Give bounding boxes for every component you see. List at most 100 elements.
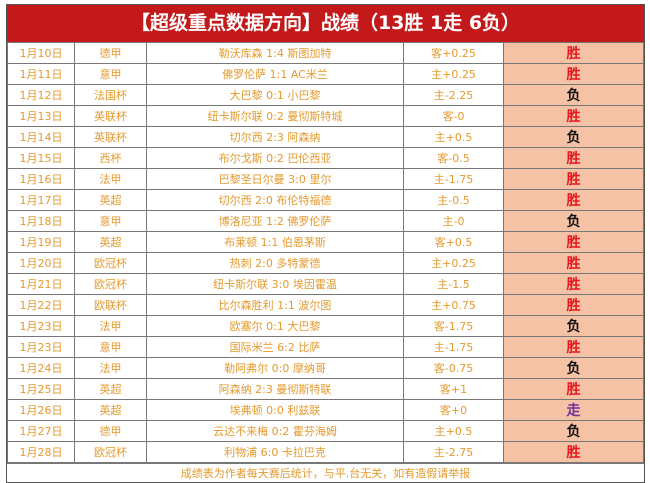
date-cell: 1月13日 — [7, 105, 75, 127]
handicap-cell: 主+0.25 — [403, 63, 504, 85]
handicap-cell: 主-2.75 — [403, 441, 504, 463]
handicap-cell: 主-0 — [403, 210, 504, 232]
result-cell: 胜 — [503, 294, 644, 316]
league-cell: 欧冠杯 — [74, 252, 147, 274]
match-cell: 切尔西 2:0 布伦特福德 — [146, 189, 404, 211]
table-row: 1月19日 英超 布莱顿 1:1 伯恩茅斯 客+0.5 胜 — [7, 231, 644, 253]
date-cell: 1月28日 — [7, 441, 75, 463]
date-cell: 1月23日 — [7, 336, 75, 358]
table-row: 1月24日 法甲 勒阿弗尔 0:0 摩纳哥 客-0.75 负 — [7, 357, 644, 379]
date-cell: 1月10日 — [7, 42, 75, 64]
handicap-cell: 主+0.5 — [403, 126, 504, 148]
result-cell: 负 — [503, 420, 644, 442]
match-cell: 纽卡斯尔联 3:0 埃因霍温 — [146, 273, 404, 295]
result-cell: 胜 — [503, 105, 644, 127]
match-cell: 利物浦 6:0 卡拉巴克 — [146, 441, 404, 463]
handicap-cell: 主+0.5 — [403, 420, 504, 442]
results-table: 1月10日 德甲 勒沃库森 1:4 斯图加特 客+0.25 胜 1月11日 意甲 佛罗伦萨 1… — [7, 42, 644, 463]
table-row: 1月13日 英联杯 纽卡斯尔联 0:2 曼彻斯特城 客-0 胜 — [7, 105, 644, 127]
result-cell: 负 — [503, 315, 644, 337]
league-cell: 英超 — [74, 378, 147, 400]
handicap-cell: 客-0 — [403, 105, 504, 127]
table-row: 1月20日 欧冠杯 热刺 2:0 多特蒙德 主+0.25 胜 — [7, 252, 644, 274]
result-cell: 胜 — [503, 63, 644, 85]
handicap-cell: 主-1.75 — [403, 336, 504, 358]
match-cell: 比尔森胜利 1:1 波尔图 — [146, 294, 404, 316]
league-cell: 英超 — [74, 231, 147, 253]
date-cell: 1月22日 — [7, 294, 75, 316]
record-table: 【超级重点数据方向】战绩（13胜 1走 6负） 1月10日 德甲 勒沃库森 1:4 … — [6, 4, 645, 483]
match-cell: 热刺 2:0 多特蒙德 — [146, 252, 404, 274]
date-cell: 1月21日 — [7, 273, 75, 295]
match-cell: 布尔戈斯 0:2 巴伦西亚 — [146, 147, 404, 169]
table-row: 1月26日 英超 埃弗顿 0:0 利兹联 客+0 走 — [7, 399, 644, 421]
date-cell: 1月20日 — [7, 252, 75, 274]
table-row: 1月23日 法甲 欧塞尔 0:1 大巴黎 客-1.75 负 — [7, 315, 644, 337]
date-cell: 1月24日 — [7, 357, 75, 379]
match-cell: 国际米兰 6:2 比萨 — [146, 336, 404, 358]
handicap-cell: 客+0.5 — [403, 231, 504, 253]
league-cell: 德甲 — [74, 420, 147, 442]
table-row: 1月22日 欧联杯 比尔森胜利 1:1 波尔图 主+0.75 胜 — [7, 294, 644, 316]
result-cell: 胜 — [503, 252, 644, 274]
handicap-cell: 主-2.25 — [403, 84, 504, 106]
match-cell: 勒阿弗尔 0:0 摩纳哥 — [146, 357, 404, 379]
date-cell: 1月26日 — [7, 399, 75, 421]
match-cell: 布莱顿 1:1 伯恩茅斯 — [146, 231, 404, 253]
result-cell: 胜 — [503, 273, 644, 295]
date-cell: 1月15日 — [7, 147, 75, 169]
date-cell: 1月17日 — [7, 189, 75, 211]
table-row: 1月25日 英超 阿森纳 2:3 曼彻斯特联 客+1 胜 — [7, 378, 644, 400]
table-row: 1月14日 英联杯 切尔西 2:3 阿森纳 主+0.5 负 — [7, 126, 644, 148]
table-row: 1月10日 德甲 勒沃库森 1:4 斯图加特 客+0.25 胜 — [7, 42, 644, 64]
date-cell: 1月18日 — [7, 210, 75, 232]
league-cell: 欧联杯 — [74, 294, 147, 316]
handicap-cell: 客-1.75 — [403, 315, 504, 337]
handicap-cell: 客+1 — [403, 378, 504, 400]
table-row: 1月23日 意甲 国际米兰 6:2 比萨 主-1.75 胜 — [7, 336, 644, 358]
league-cell: 德甲 — [74, 42, 147, 64]
result-cell: 胜 — [503, 336, 644, 358]
league-cell: 欧冠杯 — [74, 273, 147, 295]
handicap-cell: 客+0 — [403, 399, 504, 421]
match-cell: 欧塞尔 0:1 大巴黎 — [146, 315, 404, 337]
footer-note: 成绩表为作者每天赛后统计，与平.台无关，如有造假请举报 — [7, 463, 644, 482]
result-cell: 胜 — [503, 42, 644, 64]
league-cell: 英超 — [74, 189, 147, 211]
table-title: 【超级重点数据方向】战绩（13胜 1走 6负） — [7, 5, 644, 42]
match-cell: 切尔西 2:3 阿森纳 — [146, 126, 404, 148]
league-cell: 英超 — [74, 399, 147, 421]
match-cell: 大巴黎 0:1 小巴黎 — [146, 84, 404, 106]
handicap-cell: 客-0.75 — [403, 357, 504, 379]
date-cell: 1月14日 — [7, 126, 75, 148]
league-cell: 法甲 — [74, 168, 147, 190]
handicap-cell: 客-0.5 — [403, 147, 504, 169]
date-cell: 1月11日 — [7, 63, 75, 85]
date-cell: 1月12日 — [7, 84, 75, 106]
result-cell: 胜 — [503, 378, 644, 400]
result-cell: 负 — [503, 126, 644, 148]
league-cell: 英联杯 — [74, 105, 147, 127]
match-cell: 埃弗顿 0:0 利兹联 — [146, 399, 404, 421]
league-cell: 西杯 — [74, 147, 147, 169]
table-row: 1月16日 法甲 巴黎圣日尔曼 3:0 里尔 主-1.75 胜 — [7, 168, 644, 190]
result-cell: 胜 — [503, 168, 644, 190]
league-cell: 意甲 — [74, 63, 147, 85]
match-cell: 勒沃库森 1:4 斯图加特 — [146, 42, 404, 64]
handicap-cell: 主-1.5 — [403, 273, 504, 295]
table-row: 1月27日 德甲 云达不来梅 0:2 霍芬海姆 主+0.5 负 — [7, 420, 644, 442]
match-cell: 博洛尼亚 1:2 佛罗伦萨 — [146, 210, 404, 232]
date-cell: 1月16日 — [7, 168, 75, 190]
league-cell: 意甲 — [74, 336, 147, 358]
result-cell: 负 — [503, 357, 644, 379]
league-cell: 法甲 — [74, 315, 147, 337]
match-cell: 阿森纳 2:3 曼彻斯特联 — [146, 378, 404, 400]
result-cell: 胜 — [503, 147, 644, 169]
table-row: 1月28日 欧冠杯 利物浦 6:0 卡拉巴克 主-2.75 胜 — [7, 441, 644, 463]
date-cell: 1月27日 — [7, 420, 75, 442]
result-cell: 走 — [503, 399, 644, 421]
table-row: 1月12日 法国杯 大巴黎 0:1 小巴黎 主-2.25 负 — [7, 84, 644, 106]
match-cell: 巴黎圣日尔曼 3:0 里尔 — [146, 168, 404, 190]
handicap-cell: 主+0.75 — [403, 294, 504, 316]
league-cell: 英联杯 — [74, 126, 147, 148]
